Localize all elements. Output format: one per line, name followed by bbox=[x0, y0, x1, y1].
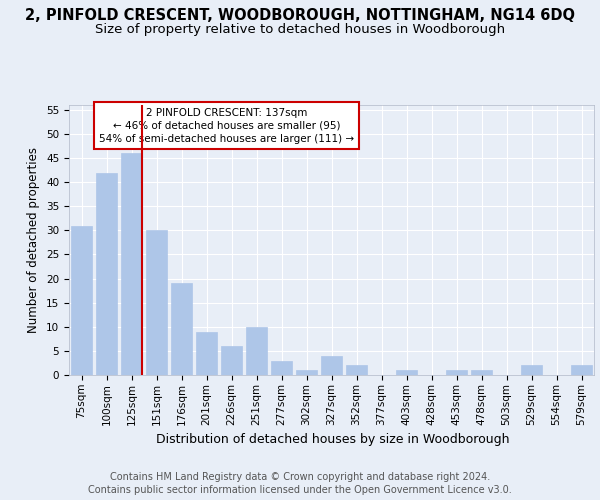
Text: 2, PINFOLD CRESCENT, WOODBOROUGH, NOTTINGHAM, NG14 6DQ: 2, PINFOLD CRESCENT, WOODBOROUGH, NOTTIN… bbox=[25, 8, 575, 22]
Text: Distribution of detached houses by size in Woodborough: Distribution of detached houses by size … bbox=[156, 432, 510, 446]
Bar bbox=[221, 346, 242, 375]
Bar bbox=[71, 226, 92, 375]
Bar bbox=[271, 360, 292, 375]
Text: 2 PINFOLD CRESCENT: 137sqm
← 46% of detached houses are smaller (95)
54% of semi: 2 PINFOLD CRESCENT: 137sqm ← 46% of deta… bbox=[99, 108, 354, 144]
Bar bbox=[296, 370, 317, 375]
Bar bbox=[246, 327, 267, 375]
Bar bbox=[321, 356, 342, 375]
Bar bbox=[171, 284, 192, 375]
Bar bbox=[121, 153, 142, 375]
Bar bbox=[196, 332, 217, 375]
Bar bbox=[471, 370, 492, 375]
Bar bbox=[571, 366, 592, 375]
Bar bbox=[96, 172, 117, 375]
Bar bbox=[521, 366, 542, 375]
Bar bbox=[146, 230, 167, 375]
Text: Contains HM Land Registry data © Crown copyright and database right 2024.
Contai: Contains HM Land Registry data © Crown c… bbox=[88, 472, 512, 495]
Bar bbox=[446, 370, 467, 375]
Y-axis label: Number of detached properties: Number of detached properties bbox=[28, 147, 40, 333]
Bar bbox=[396, 370, 417, 375]
Bar bbox=[346, 366, 367, 375]
Text: Size of property relative to detached houses in Woodborough: Size of property relative to detached ho… bbox=[95, 22, 505, 36]
